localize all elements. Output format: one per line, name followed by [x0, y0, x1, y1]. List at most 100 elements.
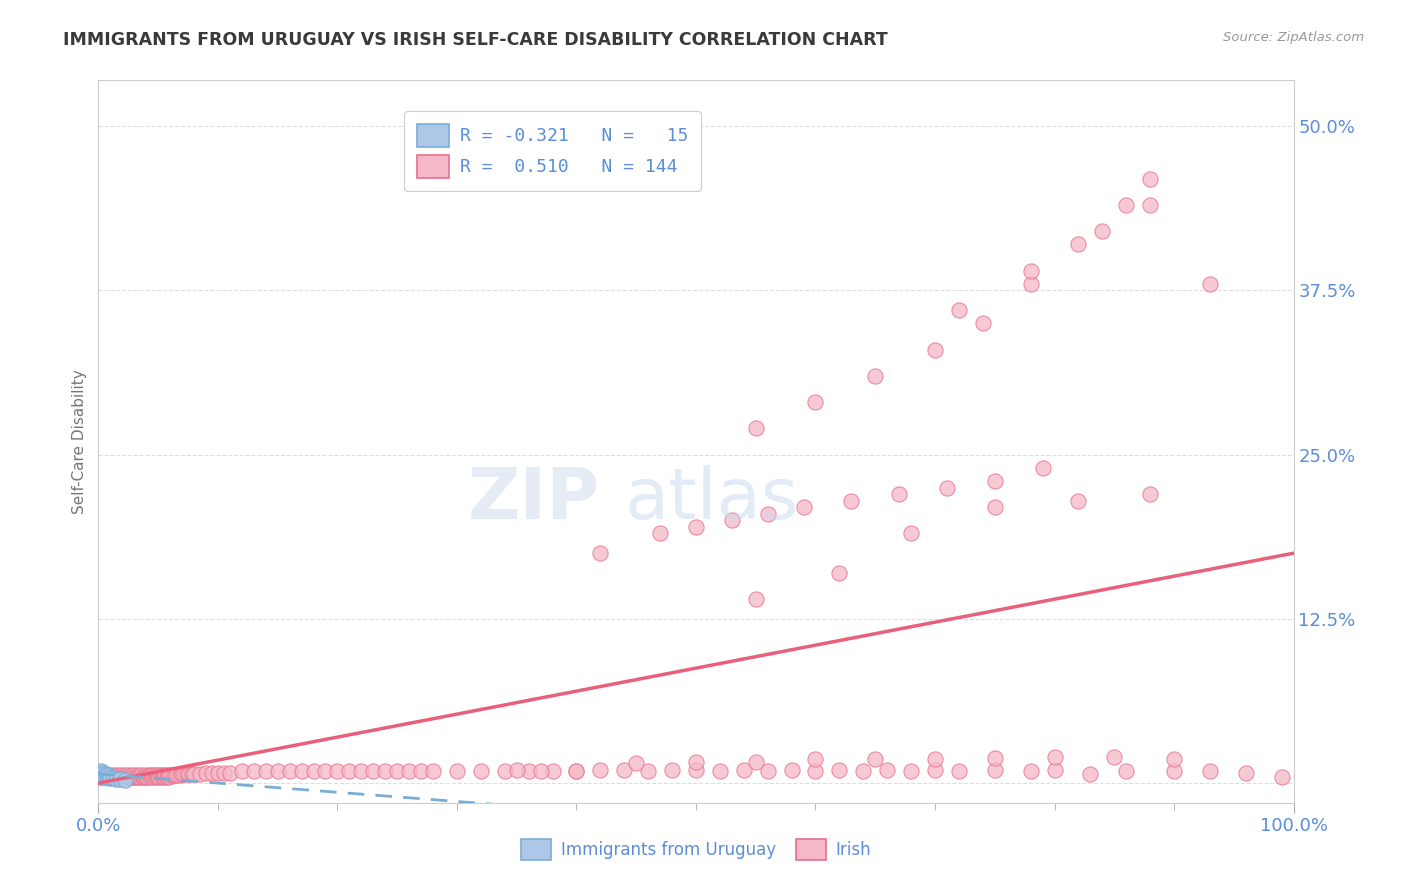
Point [159, 768, 181, 782]
Point [1043, 763, 1066, 777]
Point [169, 768, 191, 782]
Point [108, 772, 131, 786]
Point [780, 763, 803, 777]
Point [138, 768, 160, 782]
Point [163, 768, 186, 782]
Point [117, 770, 139, 784]
Point [94, 770, 117, 784]
Point [1115, 764, 1137, 779]
Point [924, 343, 946, 357]
Point [89, 767, 111, 781]
Point [984, 500, 1007, 515]
Point [1115, 198, 1137, 212]
Text: atlas: atlas [624, 465, 799, 533]
Point [172, 767, 194, 781]
Point [889, 487, 911, 501]
Point [96, 770, 118, 784]
Point [756, 764, 779, 779]
Point [195, 765, 218, 780]
Point [173, 767, 195, 781]
Point [278, 764, 301, 779]
Point [924, 752, 946, 766]
Point [984, 751, 1007, 765]
Point [948, 764, 970, 779]
Point [1032, 460, 1054, 475]
Point [1139, 198, 1161, 212]
Point [685, 520, 707, 534]
Point [745, 755, 768, 769]
Point [984, 763, 1007, 777]
Point [93, 770, 115, 784]
Point [948, 303, 970, 318]
Point [541, 764, 564, 779]
Point [142, 768, 165, 782]
Point [201, 765, 224, 780]
Point [1080, 767, 1102, 781]
Point [91, 768, 114, 782]
Point [326, 764, 349, 779]
Point [131, 768, 153, 782]
Point [176, 767, 198, 781]
Point [637, 764, 659, 779]
Point [152, 768, 174, 782]
Point [183, 767, 205, 781]
Point [87, 765, 110, 780]
Point [98, 771, 121, 785]
Point [626, 756, 648, 771]
Point [149, 768, 172, 782]
Point [114, 770, 136, 784]
Point [721, 513, 744, 527]
Point [494, 764, 516, 779]
Point [374, 764, 396, 779]
Point [756, 507, 779, 521]
Point [1104, 749, 1126, 764]
Point [127, 768, 149, 782]
Point [122, 770, 145, 784]
Point [589, 546, 612, 560]
Point [90, 768, 112, 782]
Point [900, 764, 922, 779]
Point [613, 763, 636, 777]
Point [207, 765, 229, 780]
Point [128, 770, 150, 784]
Point [100, 770, 122, 784]
Point [120, 768, 142, 782]
Point [517, 764, 540, 779]
Point [132, 770, 155, 784]
Point [108, 768, 131, 782]
Point [411, 764, 433, 779]
Point [565, 764, 588, 779]
Point [267, 764, 290, 779]
Point [139, 768, 162, 782]
Point [1139, 487, 1161, 501]
Point [506, 763, 529, 777]
Point [1163, 764, 1185, 779]
Point [103, 770, 125, 784]
Point [139, 770, 162, 784]
Legend: Immigrants from Uruguay, Irish: Immigrants from Uruguay, Irish [515, 832, 877, 867]
Point [115, 768, 138, 782]
Point [900, 526, 922, 541]
Point [135, 770, 157, 784]
Point [141, 770, 163, 784]
Point [1271, 770, 1294, 784]
Point [828, 763, 851, 777]
Point [1019, 264, 1042, 278]
Point [1199, 277, 1222, 291]
Point [105, 772, 128, 786]
Point [1234, 765, 1257, 780]
Point [530, 764, 553, 779]
Point [98, 768, 121, 782]
Point [91, 770, 114, 784]
Point [124, 770, 146, 784]
Point [91, 765, 114, 780]
Point [104, 770, 127, 784]
Point [131, 770, 153, 784]
Point [804, 395, 827, 409]
Point [1163, 752, 1185, 766]
Point [118, 770, 141, 784]
Point [685, 755, 707, 769]
Point [150, 770, 173, 784]
Point [89, 770, 111, 784]
Point [1139, 171, 1161, 186]
